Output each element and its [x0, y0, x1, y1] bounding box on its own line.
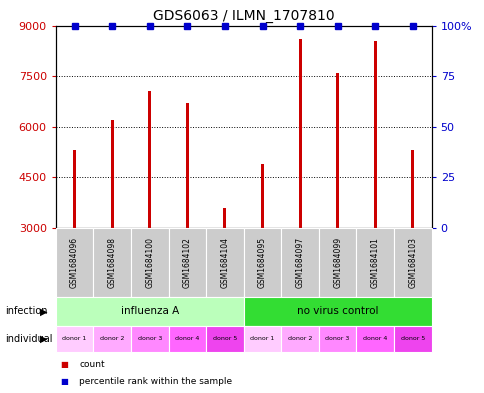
Bar: [185, 103, 188, 228]
Text: no virus control: no virus control: [296, 307, 378, 316]
Bar: [73, 151, 76, 228]
Text: count: count: [79, 360, 105, 369]
Text: influenza A: influenza A: [121, 307, 179, 316]
Text: GSM1684095: GSM1684095: [257, 237, 267, 288]
Text: donor 4: donor 4: [175, 336, 199, 342]
Text: donor 4: donor 4: [363, 336, 387, 342]
Title: GDS6063 / ILMN_1707810: GDS6063 / ILMN_1707810: [152, 9, 334, 23]
Text: individual: individual: [5, 334, 52, 344]
Text: GSM1684103: GSM1684103: [408, 237, 417, 288]
Text: GSM1684101: GSM1684101: [370, 237, 379, 288]
Text: donor 5: donor 5: [400, 336, 424, 342]
Text: percentile rank within the sample: percentile rank within the sample: [79, 377, 232, 386]
Text: donor 2: donor 2: [100, 336, 124, 342]
Bar: [260, 164, 263, 228]
Text: GSM1684102: GSM1684102: [182, 237, 192, 288]
Text: donor 3: donor 3: [137, 336, 162, 342]
Bar: [148, 91, 151, 228]
Text: GSM1684100: GSM1684100: [145, 237, 154, 288]
Bar: [223, 208, 226, 228]
Text: ■: ■: [60, 360, 68, 369]
Text: donor 1: donor 1: [250, 336, 274, 342]
Text: GSM1684096: GSM1684096: [70, 237, 79, 288]
Text: donor 3: donor 3: [325, 336, 349, 342]
Text: donor 5: donor 5: [212, 336, 237, 342]
Text: GSM1684099: GSM1684099: [333, 237, 342, 288]
Bar: [335, 73, 338, 228]
Text: ■: ■: [60, 377, 68, 386]
Text: ▶: ▶: [40, 334, 47, 344]
Text: ▶: ▶: [40, 307, 47, 316]
Text: GSM1684097: GSM1684097: [295, 237, 304, 288]
Bar: [298, 39, 301, 228]
Text: donor 1: donor 1: [62, 336, 87, 342]
Bar: [373, 41, 376, 228]
Bar: [110, 120, 113, 228]
Text: donor 2: donor 2: [287, 336, 312, 342]
Text: infection: infection: [5, 307, 47, 316]
Text: GSM1684104: GSM1684104: [220, 237, 229, 288]
Bar: [410, 151, 413, 228]
Text: GSM1684098: GSM1684098: [107, 237, 117, 288]
